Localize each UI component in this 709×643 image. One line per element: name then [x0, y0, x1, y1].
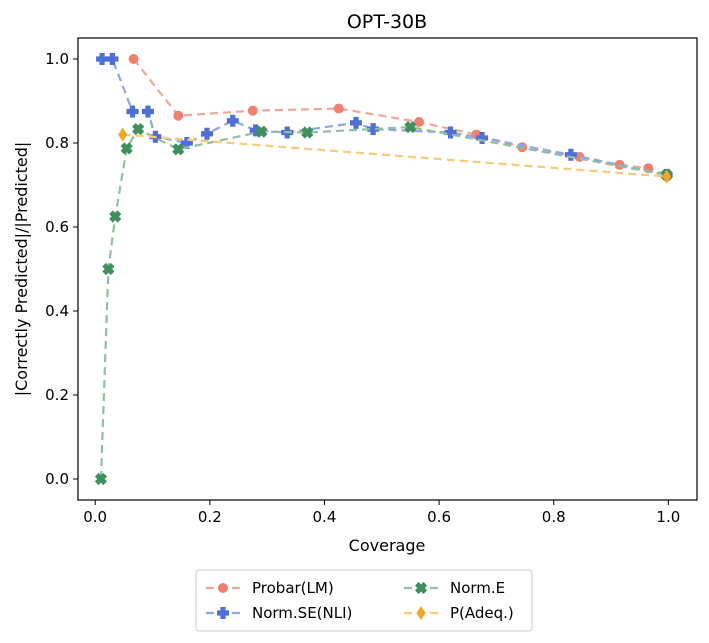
x-tick-label: 0.4	[313, 508, 337, 526]
x-tick-label: 0.0	[83, 508, 107, 526]
data-point	[564, 148, 577, 161]
data-point	[255, 125, 268, 138]
x-tick-label: 0.2	[198, 508, 222, 526]
data-point	[333, 103, 344, 114]
data-point	[173, 110, 184, 121]
legend-items: Probar(LM) Norm.SE(NLI) Norm.E P(Adeq.)	[206, 579, 514, 622]
y-tick-label: 1.0	[45, 50, 69, 68]
legend-item: P(Adeq.)	[404, 604, 514, 622]
data-point	[106, 53, 119, 65]
series-line	[99, 125, 667, 480]
data-point	[662, 169, 672, 184]
plot-frame	[77, 37, 698, 501]
data-point	[349, 116, 362, 129]
data-point	[132, 123, 145, 136]
data-point	[414, 117, 425, 127]
legend-marker	[414, 581, 428, 595]
data-point	[444, 126, 457, 139]
y-tick-label: 0.6	[45, 218, 69, 236]
data-point	[96, 53, 109, 65]
legend-box	[195, 569, 533, 632]
legend-marker	[416, 606, 426, 620]
data-point	[141, 105, 154, 118]
x-tick-label: 0.6	[427, 508, 451, 526]
y-axis-label: |Correctly Predicted|/|Predicted|	[12, 142, 31, 397]
x-axis-ticks: 0.0 0.2 0.4 0.6 0.8 1.0	[83, 500, 680, 526]
legend-item: Norm.E	[404, 579, 505, 597]
legend: Probar(LM) Norm.SE(NLI) Norm.E P(Adeq.)	[195, 569, 533, 632]
legend-marker	[217, 607, 229, 619]
data-point	[404, 120, 417, 134]
x-tick-label: 1.0	[656, 508, 680, 526]
series-line	[132, 58, 668, 176]
y-tick-label: 0.4	[45, 302, 69, 320]
data-point	[172, 143, 185, 156]
y-tick-label: 0.8	[45, 134, 69, 152]
series-layer	[94, 53, 673, 486]
data-point	[367, 123, 380, 136]
data-point	[476, 131, 489, 144]
data-point	[200, 127, 213, 140]
data-point	[120, 142, 133, 155]
data-point	[109, 210, 122, 223]
legend-label: Norm.E	[450, 579, 505, 597]
plot-area	[78, 38, 697, 500]
data-point	[226, 114, 239, 127]
y-tick-label: 0.0	[45, 470, 69, 488]
data-point	[301, 126, 314, 139]
legend-label: Norm.SE(NLI)	[252, 604, 352, 622]
x-axis-label: Coverage	[349, 536, 426, 555]
chart-title: OPT-30B	[347, 11, 427, 33]
legend-label: Probar(LM)	[252, 579, 334, 597]
data-point	[247, 105, 258, 116]
data-point	[249, 124, 262, 137]
data-point	[118, 127, 128, 142]
series-norm-se-nli	[96, 53, 673, 181]
x-tick-label: 0.8	[542, 508, 566, 526]
data-point	[180, 137, 193, 149]
y-axis-ticks: 0.0 0.2 0.4 0.6 0.8 1.0	[45, 50, 78, 488]
data-point	[102, 262, 115, 276]
data-point	[94, 472, 108, 486]
series-p-adeq	[118, 127, 672, 184]
y-tick-label: 0.2	[45, 386, 69, 404]
legend-item: Norm.SE(NLI)	[206, 604, 352, 622]
data-point	[126, 105, 139, 118]
series-norm-e	[94, 120, 673, 486]
legend-item: Probar(LM)	[206, 579, 334, 597]
legend-label: P(Adeq.)	[450, 604, 514, 622]
data-point	[128, 54, 139, 64]
series-line	[102, 57, 667, 176]
legend-marker	[218, 583, 228, 593]
